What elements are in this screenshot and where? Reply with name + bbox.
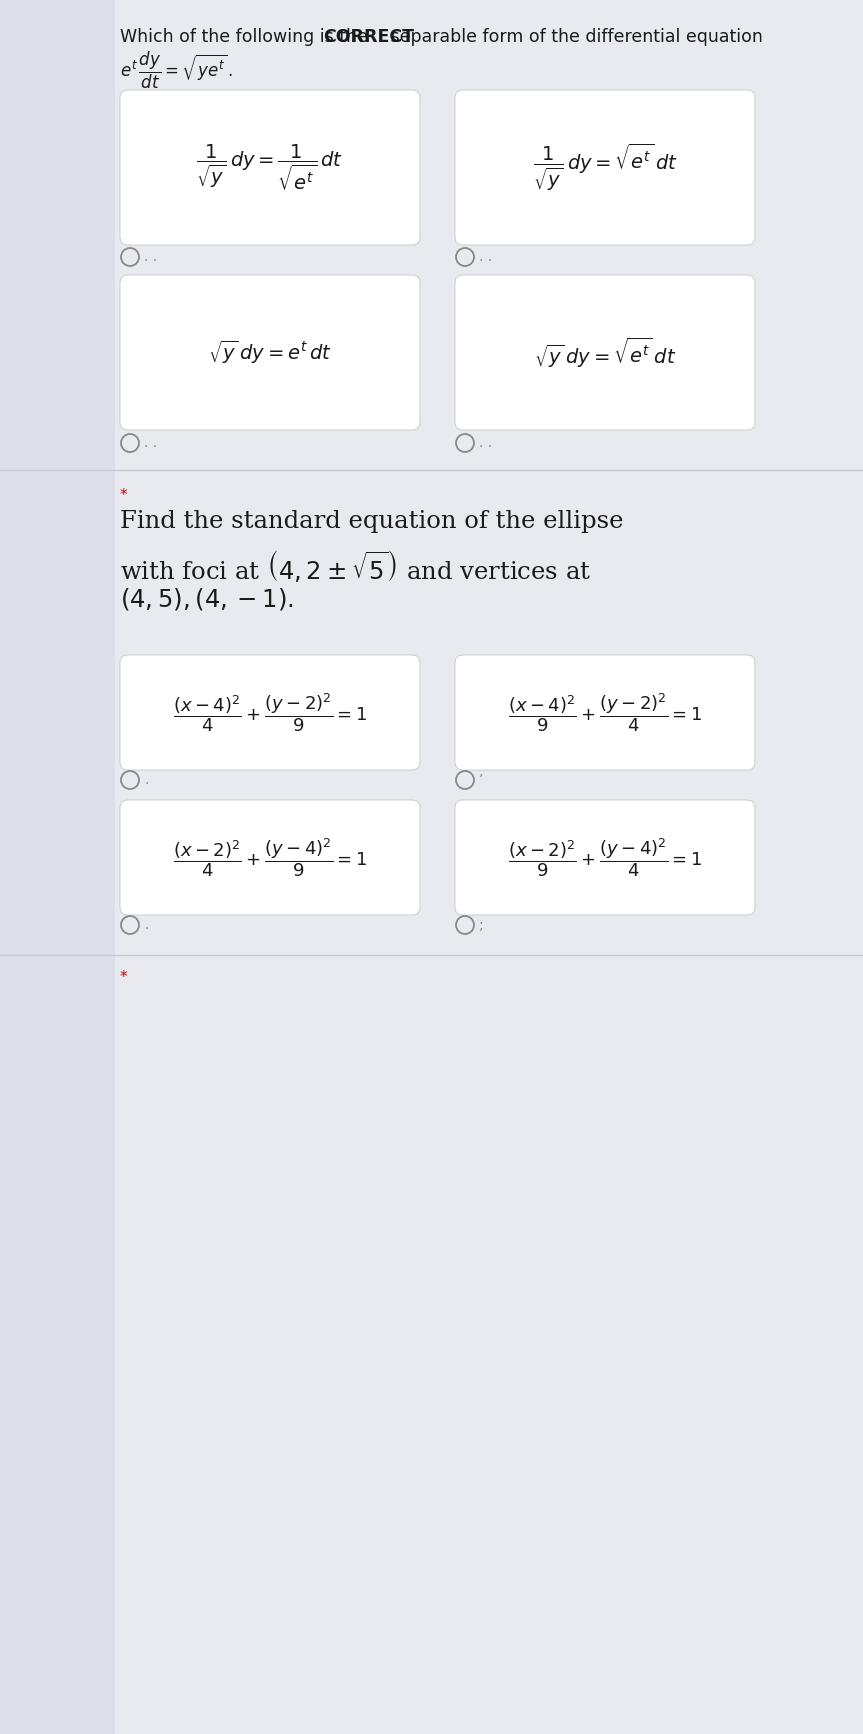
Text: ;: ;: [479, 917, 483, 931]
Text: . .: . .: [144, 250, 157, 264]
Text: CORRECT: CORRECT: [323, 28, 414, 47]
FancyBboxPatch shape: [120, 90, 420, 244]
FancyBboxPatch shape: [120, 276, 420, 430]
FancyBboxPatch shape: [455, 799, 755, 916]
Text: $\sqrt{y}\,dy = e^{t}\,dt$: $\sqrt{y}\,dy = e^{t}\,dt$: [208, 338, 332, 366]
Text: $\dfrac{(x-2)^{2}}{4}+\dfrac{(y-4)^{2}}{9}=1$: $\dfrac{(x-2)^{2}}{4}+\dfrac{(y-4)^{2}}{…: [173, 836, 367, 879]
FancyBboxPatch shape: [120, 655, 420, 770]
Text: . .: . .: [144, 435, 157, 451]
Text: . .: . .: [479, 250, 492, 264]
FancyBboxPatch shape: [455, 655, 755, 770]
Text: with foci at $\left(4,2\pm\sqrt{5}\right)$ and vertices at: with foci at $\left(4,2\pm\sqrt{5}\right…: [120, 548, 591, 584]
Text: $\dfrac{1}{\sqrt{y}}\,dy = \dfrac{1}{\sqrt{e^{t}}}\,dt$: $\dfrac{1}{\sqrt{y}}\,dy = \dfrac{1}{\sq…: [197, 142, 343, 192]
Text: . .: . .: [479, 435, 492, 451]
Text: $\dfrac{1}{\sqrt{y}}\,dy = \sqrt{e^{t}}\,dt$: $\dfrac{1}{\sqrt{y}}\,dy = \sqrt{e^{t}}\…: [532, 142, 677, 192]
Text: separable form of the differential equation: separable form of the differential equat…: [385, 28, 763, 47]
Text: *: *: [120, 969, 128, 985]
Text: ’: ’: [479, 773, 483, 787]
FancyBboxPatch shape: [455, 276, 755, 430]
Text: $\dfrac{(x-4)^{2}}{4}+\dfrac{(y-2)^{2}}{9}=1$: $\dfrac{(x-4)^{2}}{4}+\dfrac{(y-2)^{2}}{…: [173, 692, 367, 733]
Text: $\sqrt{y}\,dy = \sqrt{e^{t}}\,dt$: $\sqrt{y}\,dy = \sqrt{e^{t}}\,dt$: [534, 335, 677, 369]
Text: Which of the following is the: Which of the following is the: [120, 28, 374, 47]
FancyBboxPatch shape: [455, 90, 755, 244]
FancyBboxPatch shape: [120, 799, 420, 916]
Text: $\dfrac{(x-4)^{2}}{9}+\dfrac{(y-2)^{2}}{4}=1$: $\dfrac{(x-4)^{2}}{9}+\dfrac{(y-2)^{2}}{…: [507, 692, 702, 733]
Text: Find the standard equation of the ellipse: Find the standard equation of the ellips…: [120, 510, 623, 532]
Text: $e^{t}\,\dfrac{dy}{dt} = \sqrt{ye^{t}}\,.$: $e^{t}\,\dfrac{dy}{dt} = \sqrt{ye^{t}}\,…: [120, 50, 234, 92]
Text: $\left(4,5\right),\left(4,-1\right).$: $\left(4,5\right),\left(4,-1\right).$: [120, 586, 293, 612]
Bar: [0, 0, 115, 1734]
Text: $\dfrac{(x-2)^{2}}{9}+\dfrac{(y-4)^{2}}{4}=1$: $\dfrac{(x-2)^{2}}{9}+\dfrac{(y-4)^{2}}{…: [507, 836, 702, 879]
Text: *: *: [120, 487, 128, 503]
Text: .: .: [144, 917, 148, 931]
Text: .: .: [144, 773, 148, 787]
